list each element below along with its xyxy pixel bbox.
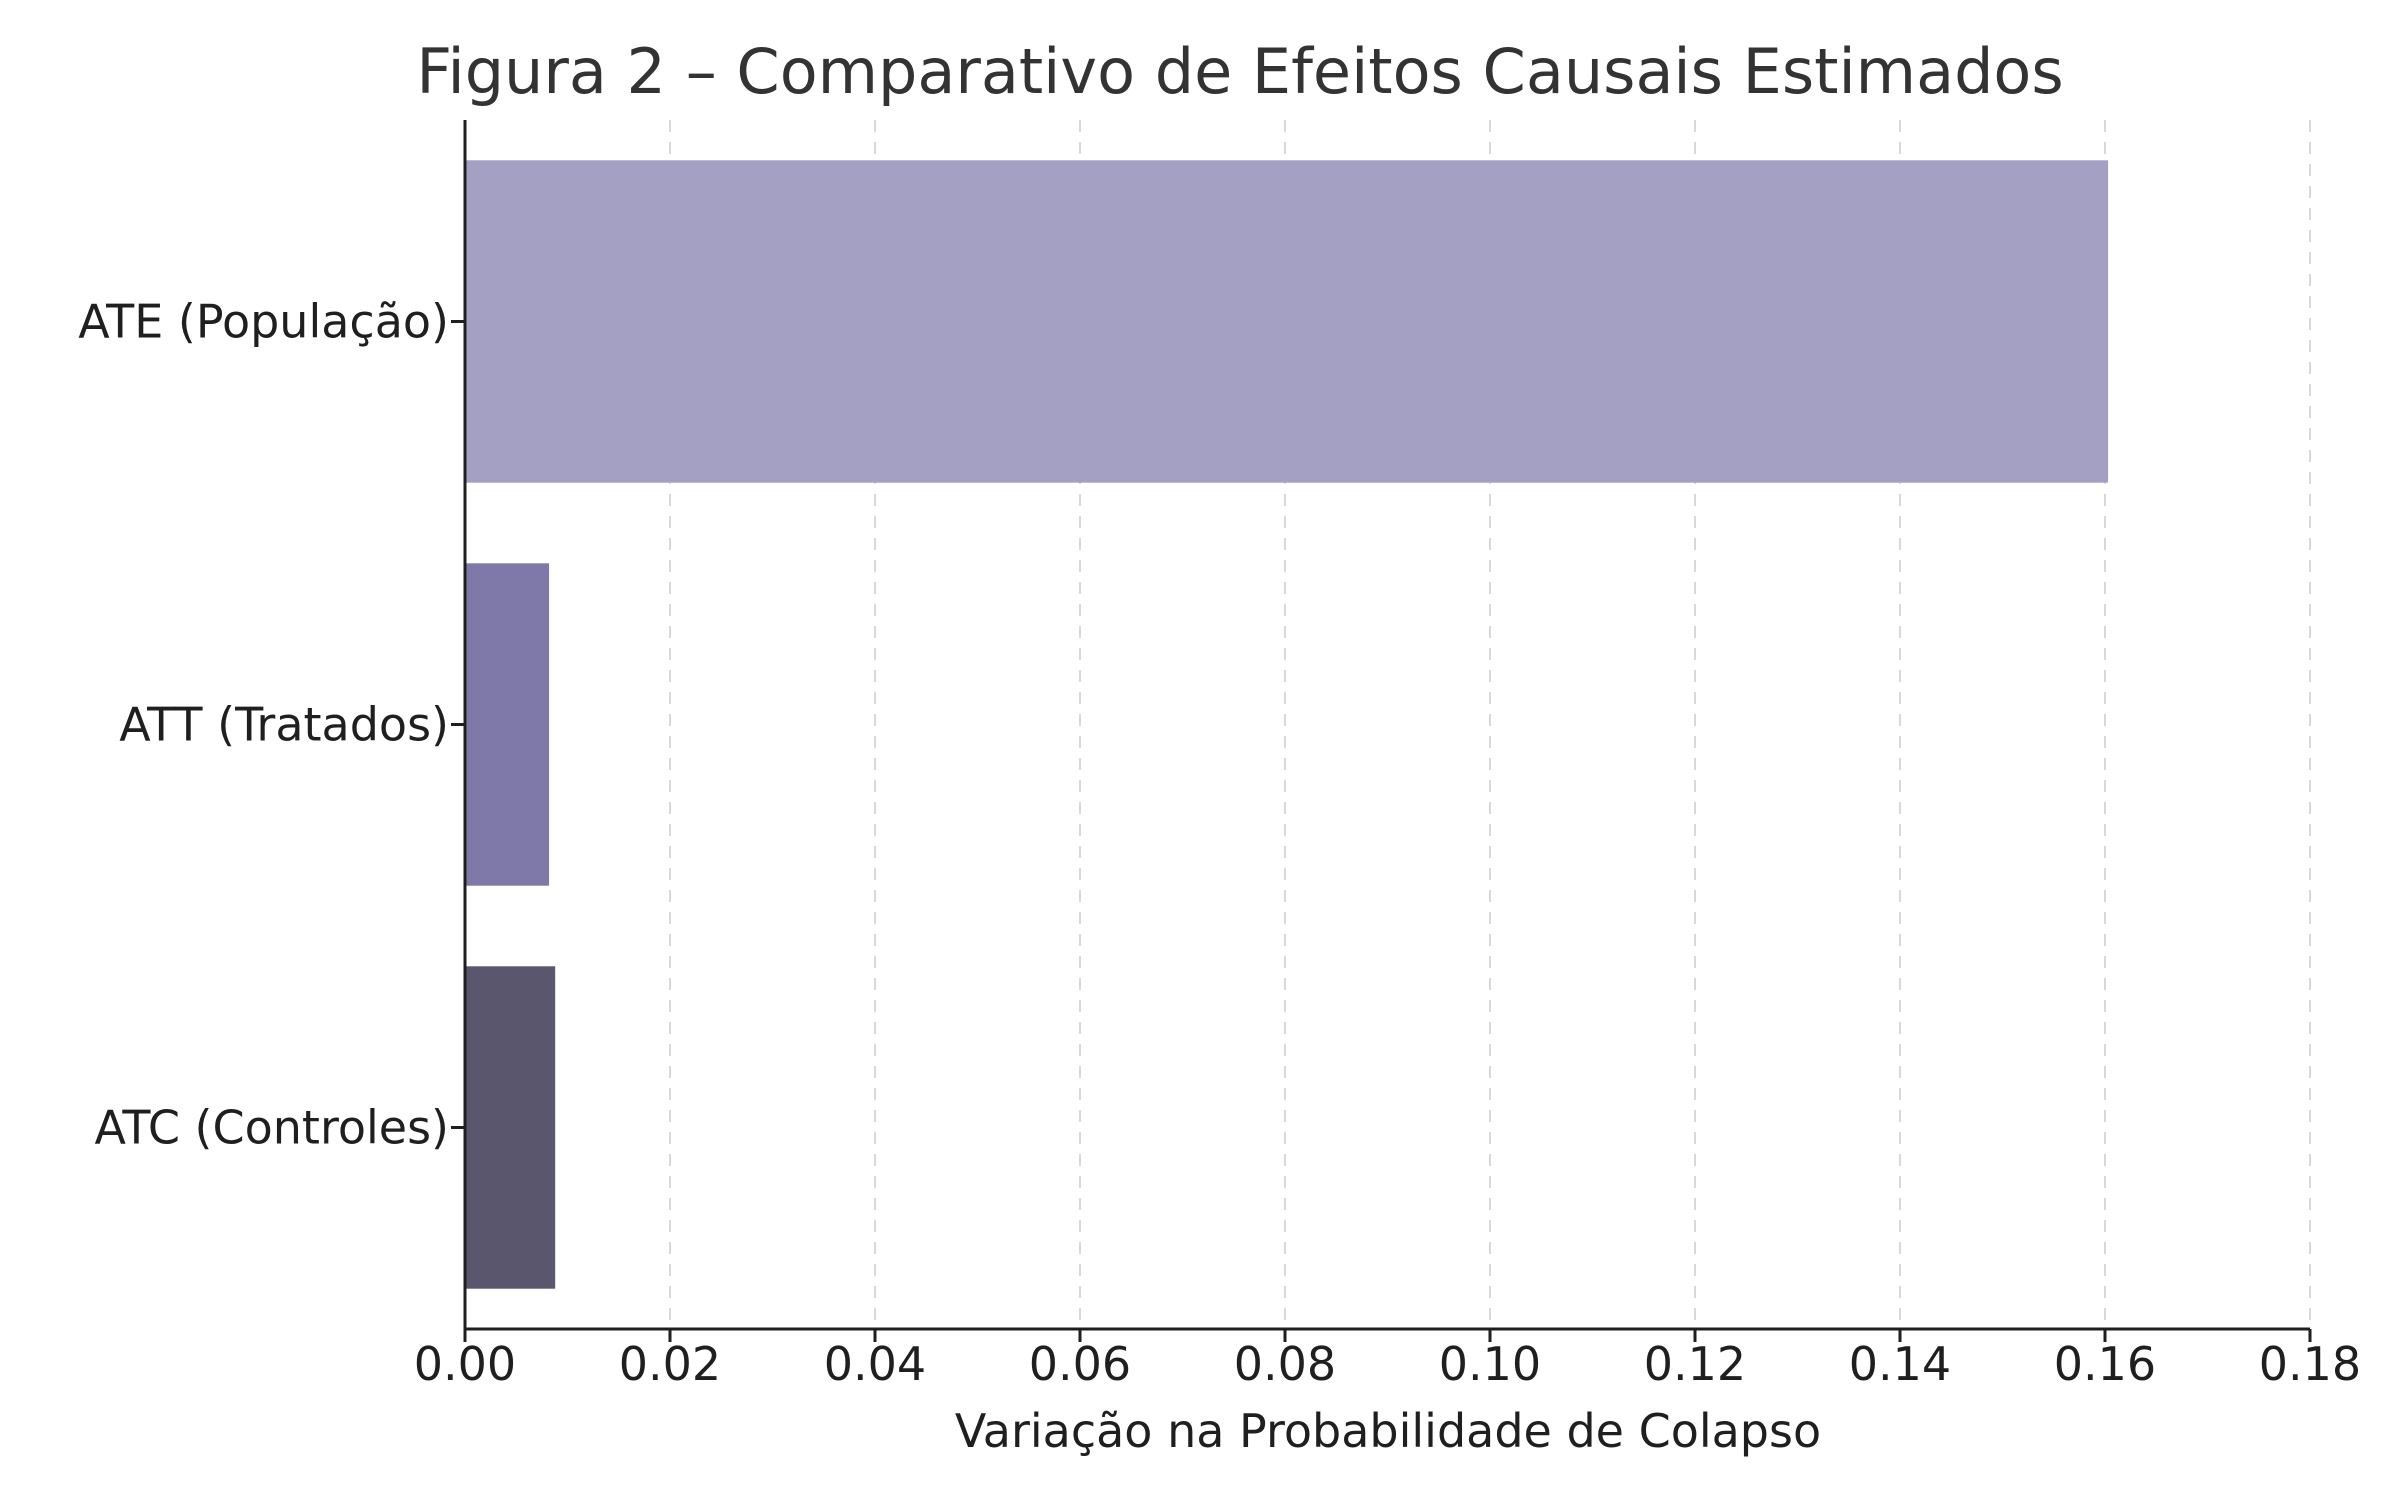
x-tick-label: 0.16 <box>2054 1337 2156 1391</box>
x-tick-label: 0.06 <box>1029 1337 1131 1391</box>
y-tick-label: ATE (População) <box>78 295 449 349</box>
x-axis-title: Variação na Probabilidade de Colapso <box>955 1404 1821 1458</box>
x-tick-label: 0.02 <box>619 1337 721 1391</box>
x-tick-label: 0.00 <box>414 1337 516 1391</box>
x-tick-label: 0.04 <box>824 1337 926 1391</box>
bars-layer <box>465 160 2109 1289</box>
y-tick-label: ATC (Controles) <box>95 1101 449 1155</box>
y-tick-label: ATT (Tratados) <box>119 698 449 752</box>
chart-title: Figura 2 – Comparativo de Efeitos Causai… <box>416 35 2063 108</box>
x-tick-label: 0.18 <box>2259 1337 2361 1391</box>
bar-atc-controles <box>465 966 556 1289</box>
x-ticks-layer: 0.00 0.02 0.04 0.06 0.08 0.10 0.12 0.14 0.16 0.18 <box>414 1329 2361 1391</box>
y-ticks-layer: ATE (População) ATT (Tratados) ATC (Contro… <box>78 295 465 1155</box>
x-tick-label: 0.14 <box>1849 1337 1951 1391</box>
bar-ate-popula-o <box>465 160 2109 483</box>
x-tick-label: 0.08 <box>1234 1337 1336 1391</box>
bar-att-tratados <box>465 563 550 886</box>
x-tick-label: 0.10 <box>1439 1337 1541 1391</box>
x-tick-label: 0.12 <box>1644 1337 1746 1391</box>
